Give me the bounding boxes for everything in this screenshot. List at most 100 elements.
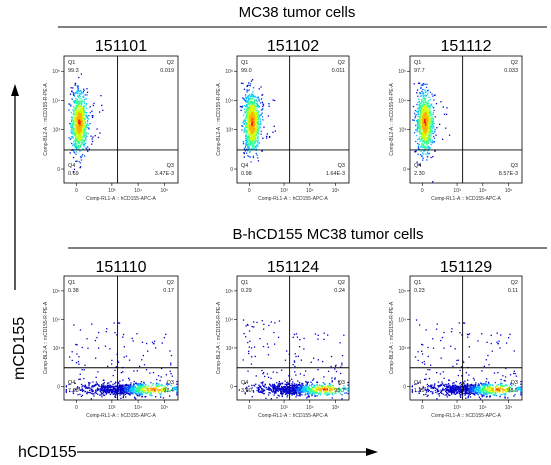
- event-dot: [311, 385, 312, 386]
- event-dot: [483, 383, 484, 384]
- event-dot: [243, 132, 244, 133]
- event-dot: [80, 101, 81, 102]
- event-dot: [261, 382, 262, 383]
- event-dot: [303, 385, 304, 386]
- y-tick-label: 0: [403, 167, 406, 173]
- event-dot: [422, 125, 423, 126]
- event-dot: [175, 387, 176, 388]
- event-dot: [101, 105, 102, 106]
- event-dot: [262, 384, 263, 385]
- event-dot: [413, 106, 414, 107]
- event-dot: [79, 98, 80, 99]
- event-dot: [264, 376, 265, 377]
- event-dot: [486, 342, 487, 343]
- event-dot: [427, 93, 428, 94]
- event-dot: [118, 382, 119, 383]
- event-dot: [265, 398, 266, 399]
- event-dot: [78, 114, 79, 115]
- event-dot: [77, 86, 78, 87]
- event-dot: [268, 354, 269, 355]
- event-dot: [249, 89, 250, 90]
- event-dot: [254, 113, 255, 114]
- event-dot: [79, 115, 80, 116]
- event-dot: [70, 123, 71, 124]
- quadrant-value-q2: 0.019: [160, 68, 174, 74]
- event-dot: [95, 135, 96, 136]
- quadrant-value-q1: 99.3: [68, 68, 79, 74]
- event-dot: [260, 120, 261, 121]
- event-dot: [248, 143, 249, 144]
- global-x-label: hCD155: [18, 444, 77, 461]
- event-dot: [79, 161, 80, 162]
- event-dot: [435, 116, 436, 117]
- event-dot: [75, 100, 76, 101]
- event-dot: [256, 128, 257, 129]
- event-dot: [494, 372, 495, 373]
- event-dot: [98, 385, 99, 386]
- event-dot: [253, 115, 254, 116]
- event-dot: [92, 137, 93, 138]
- event-dot: [96, 337, 97, 338]
- event-dot: [316, 392, 317, 393]
- event-dot: [176, 381, 177, 382]
- event-dot: [293, 393, 294, 394]
- y-axis-label: Comp-BL2-A :: mCD155-R-PE-A: [389, 83, 395, 156]
- event-dot: [428, 103, 429, 104]
- event-dot: [126, 391, 127, 392]
- quadrant-value-q3: 95.7: [334, 388, 345, 394]
- event-dot: [423, 102, 424, 103]
- event-dot: [329, 388, 330, 389]
- event-dot: [430, 112, 431, 113]
- event-dot: [433, 123, 434, 124]
- quadrant-label-q2: Q2: [338, 60, 345, 66]
- event-dot: [161, 391, 162, 392]
- event-dot: [247, 141, 248, 142]
- global-y-label: mCD155: [11, 317, 28, 380]
- event-dot: [426, 87, 427, 88]
- event-dot: [138, 392, 139, 393]
- event-dot: [244, 112, 245, 113]
- event-dot: [93, 105, 94, 106]
- event-dot: [300, 373, 301, 374]
- event-dot: [329, 390, 330, 391]
- event-dot: [303, 338, 304, 339]
- event-dot: [254, 135, 255, 136]
- quadrant-label-q4: Q4: [414, 163, 421, 169]
- event-dot: [420, 107, 421, 108]
- x-tick-label: 10³: [453, 188, 461, 194]
- event-dot: [417, 112, 418, 113]
- event-dot: [419, 92, 420, 93]
- event-dot: [70, 152, 71, 153]
- event-dot: [294, 384, 295, 385]
- event-dot: [87, 120, 88, 121]
- event-dot: [83, 92, 84, 93]
- event-dot: [75, 139, 76, 140]
- event-dot: [254, 108, 255, 109]
- event-dot: [272, 132, 273, 133]
- event-dot: [109, 348, 110, 349]
- event-dot: [477, 340, 478, 341]
- event-dot: [78, 126, 79, 127]
- event-dot: [428, 125, 429, 126]
- event-dot: [81, 136, 82, 137]
- event-dot: [83, 97, 84, 98]
- event-dot: [244, 109, 245, 110]
- event-dot: [276, 372, 277, 373]
- event-dot: [134, 381, 135, 382]
- event-dot: [108, 385, 109, 386]
- event-dot: [465, 398, 466, 399]
- event-dot: [105, 391, 106, 392]
- event-dot: [246, 325, 247, 326]
- event-dot: [261, 98, 262, 99]
- event-dot: [469, 346, 470, 347]
- event-dot: [297, 337, 298, 338]
- event-dot: [145, 384, 146, 385]
- event-dot: [281, 370, 282, 371]
- event-dot: [252, 132, 253, 133]
- event-dot: [79, 135, 80, 136]
- event-dot: [313, 378, 314, 379]
- event-dot: [86, 88, 87, 89]
- event-dot: [423, 83, 424, 84]
- event-dot: [96, 377, 97, 378]
